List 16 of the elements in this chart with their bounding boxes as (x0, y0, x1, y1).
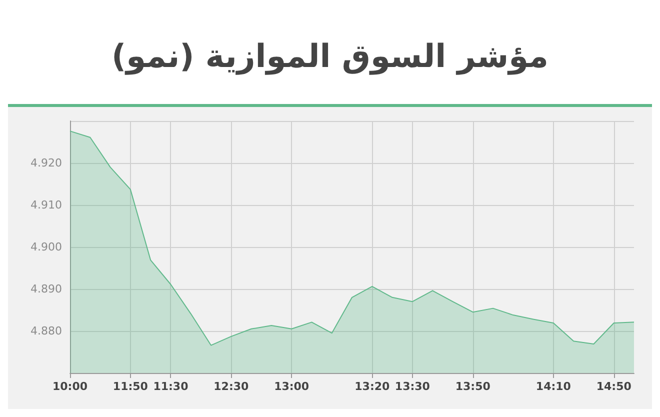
x-tick-label: 13:20 (354, 380, 390, 393)
x-tick-label: 13:00 (274, 380, 310, 393)
x-tick-label: 13:50 (455, 380, 491, 393)
x-tick-label: 13:30 (394, 380, 430, 393)
y-tick-label: 4.890 (30, 282, 62, 296)
x-tick-label: 11:50 (112, 380, 148, 393)
x-tick-label: 12:30 (214, 380, 249, 393)
x-tick-label: 10:00 (52, 380, 88, 393)
x-tick-label: 14:10 (536, 380, 572, 393)
x-tick-label: 14:50 (596, 380, 632, 393)
y-tick-label: 4.880 (30, 324, 62, 338)
y-tick-label: 4.900 (30, 240, 62, 254)
y-tick-label: 4.920 (30, 156, 62, 170)
x-tick-label: 11:30 (153, 380, 189, 393)
chart-title: مؤشر السوق الموازية (نمو) (112, 37, 548, 75)
y-tick-label: 4.910 (30, 198, 62, 212)
